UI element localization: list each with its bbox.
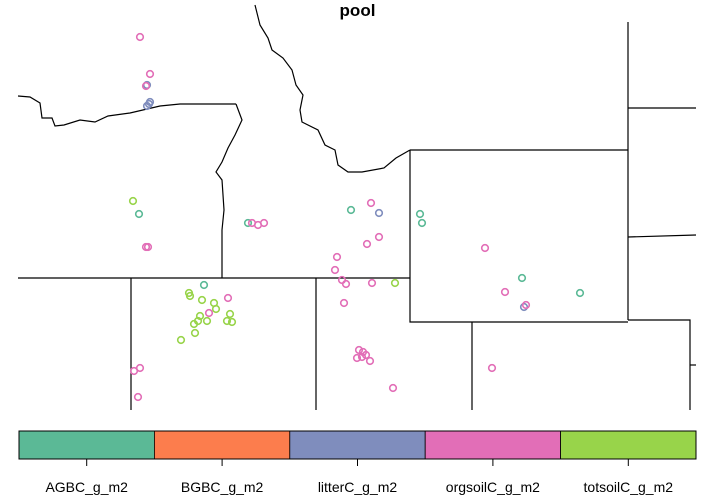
map-title: pool xyxy=(339,1,376,20)
sample-point xyxy=(367,278,377,288)
legend-label-0: AGBC_g_m2 xyxy=(45,479,128,495)
sample-point xyxy=(346,205,356,215)
sample-point xyxy=(417,218,427,228)
sample-point xyxy=(145,69,155,79)
sample-point xyxy=(176,335,186,345)
sample-point xyxy=(223,293,233,303)
sample-point xyxy=(143,242,153,252)
sample-point xyxy=(128,196,138,206)
sample-point xyxy=(519,302,529,312)
legend-label-3: orgsoilC_g_m2 xyxy=(445,479,540,495)
sample-point xyxy=(259,218,269,228)
sample-point xyxy=(225,309,235,319)
sample-point xyxy=(195,311,205,321)
sample-point xyxy=(487,363,497,373)
legend-swatch-0 xyxy=(18,430,155,460)
legend-label-1: BGBC_g_m2 xyxy=(180,479,264,495)
sample-point xyxy=(480,243,490,253)
sample-point xyxy=(199,280,209,290)
sample-point xyxy=(135,363,145,373)
sample-point xyxy=(388,383,398,393)
sample-point xyxy=(190,328,200,338)
sample-point xyxy=(374,232,384,242)
sample-point xyxy=(243,218,253,228)
sample-point xyxy=(185,291,195,301)
sample-point xyxy=(374,208,384,218)
legend-label-2: litterC_g_m2 xyxy=(317,479,398,495)
sample-point xyxy=(357,352,367,362)
legend-swatch-1 xyxy=(153,430,291,460)
sample-point xyxy=(222,316,232,326)
sample-point xyxy=(521,300,531,310)
legend-label-4: totsoilC_g_m2 xyxy=(583,479,674,495)
sample-point xyxy=(142,80,152,90)
sample-point xyxy=(332,252,342,262)
sample-point xyxy=(361,350,371,360)
legend-ticks xyxy=(86,459,629,466)
sample-point xyxy=(145,97,155,107)
legend-swatch-2 xyxy=(289,430,426,460)
legend-swatch-3 xyxy=(424,430,562,460)
sample-point xyxy=(390,278,400,288)
sample-point xyxy=(500,287,510,297)
sample-point xyxy=(204,308,214,318)
sample-point xyxy=(366,198,376,208)
sample-point xyxy=(517,273,527,283)
sample-point xyxy=(202,316,212,326)
state-boundaries xyxy=(17,4,697,410)
sample-point xyxy=(341,279,351,289)
sample-point xyxy=(339,298,349,308)
sample-point xyxy=(141,81,151,91)
sample-point xyxy=(189,319,199,329)
legend-colorbar xyxy=(18,430,697,460)
sample-point xyxy=(352,353,362,363)
sample-point xyxy=(134,209,144,219)
sample-point xyxy=(133,392,143,402)
sample-point xyxy=(135,32,145,42)
sample-point xyxy=(415,209,425,219)
legend-swatch-4 xyxy=(560,430,697,460)
sample-point xyxy=(197,295,207,305)
sample-point xyxy=(211,304,221,314)
sample-point xyxy=(365,356,375,366)
sample-point xyxy=(354,345,364,355)
sample-point xyxy=(330,265,340,275)
sample-points xyxy=(128,32,585,402)
sample-point xyxy=(362,239,372,249)
sample-point xyxy=(575,288,585,298)
sample-point xyxy=(227,317,237,327)
